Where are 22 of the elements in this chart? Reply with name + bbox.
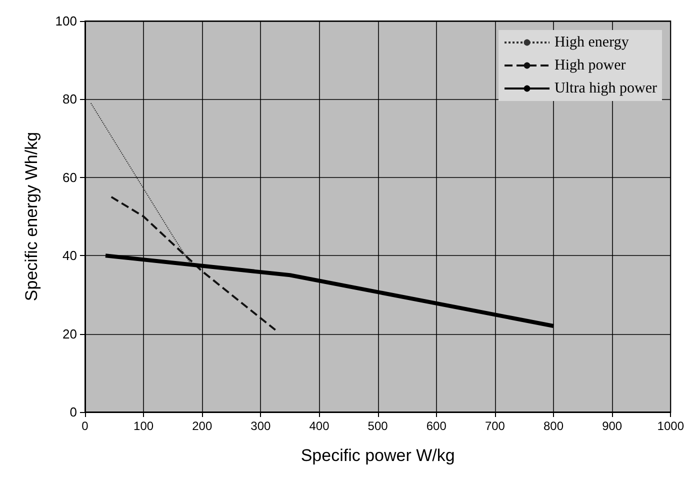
y-axis-title: Specific energy Wh/kg xyxy=(22,132,41,302)
x-tick-label: 900 xyxy=(602,419,622,433)
y-tick-label: 80 xyxy=(62,92,77,107)
x-tick-label: 100 xyxy=(134,419,154,433)
x-tick-label: 1000 xyxy=(657,419,684,433)
legend-label: High power xyxy=(554,58,626,74)
y-tick-label: 100 xyxy=(55,14,77,28)
x-tick-label: 300 xyxy=(250,419,272,433)
x-tick-label: 200 xyxy=(192,419,212,433)
legend-label: High energy xyxy=(554,34,630,50)
x-tick-label: 0 xyxy=(82,419,89,433)
x-tick-label: 800 xyxy=(544,419,564,433)
y-tick-label: 40 xyxy=(62,248,77,264)
x-tick-label: 500 xyxy=(368,419,388,433)
x-tick-label: 700 xyxy=(484,419,506,433)
legend-label: Ultra high power xyxy=(554,80,658,96)
x-tick-label: 400 xyxy=(309,419,330,433)
x-tick-label: 600 xyxy=(426,419,447,433)
x-axis-title: Specific power W/kg xyxy=(300,446,455,465)
y-tick-label: 0 xyxy=(70,404,77,420)
y-tick-label: 20 xyxy=(62,326,77,342)
y-tick-label: 60 xyxy=(62,170,77,185)
